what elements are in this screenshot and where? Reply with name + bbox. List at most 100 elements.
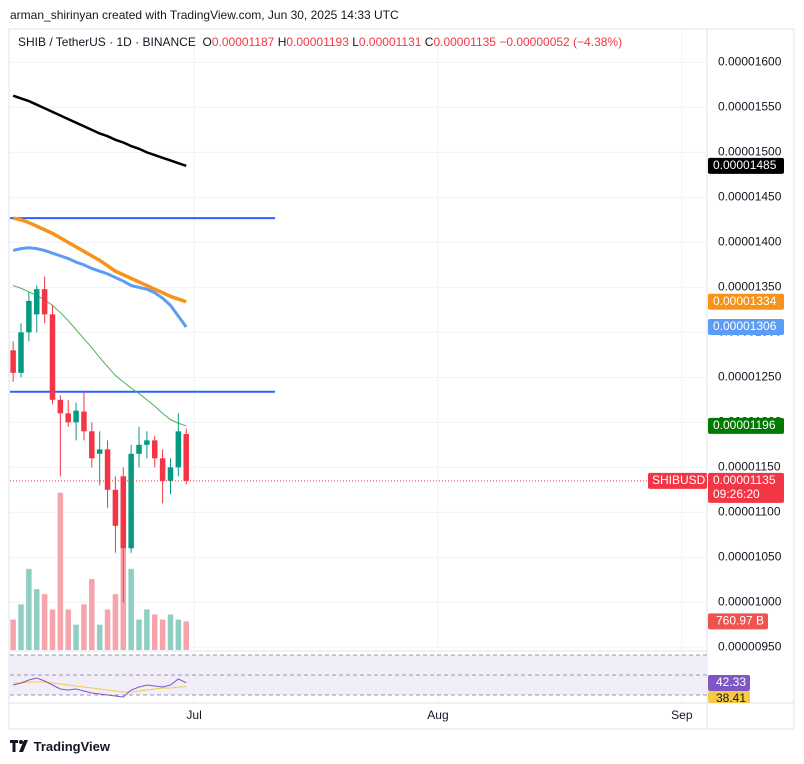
c-letter: C bbox=[424, 35, 434, 49]
volume-bar bbox=[65, 609, 71, 650]
high: 0.00001193 bbox=[286, 35, 349, 49]
y-tick-label: 0.00001600 bbox=[718, 55, 782, 69]
symbol: SHIB / TetherUS · 1D · BINANCE bbox=[18, 35, 196, 49]
candle-body bbox=[128, 453, 134, 549]
volume-bar bbox=[89, 578, 95, 650]
volume-label: 760.97 B bbox=[716, 614, 764, 628]
x-tick-label: Jul bbox=[186, 708, 201, 722]
last-value-label: 0.00001334 bbox=[713, 294, 777, 308]
rsi-label: 42.33 bbox=[716, 675, 746, 689]
volume-bar bbox=[41, 594, 48, 650]
candle-body bbox=[136, 444, 142, 454]
volume-bar bbox=[73, 624, 79, 650]
logo bbox=[10, 740, 28, 752]
volume-bar bbox=[96, 624, 103, 650]
close-label-bg bbox=[708, 472, 784, 503]
volume-bar bbox=[159, 619, 166, 650]
moving-average bbox=[12, 216, 187, 304]
y-tick-label: 0.00000950 bbox=[718, 639, 782, 653]
rsi-signal bbox=[13, 681, 187, 693]
moving-average bbox=[12, 246, 188, 328]
x-tick-label: Aug bbox=[427, 708, 448, 722]
attribution: arman_shirinyan created with TradingView… bbox=[10, 8, 399, 22]
o-letter: O bbox=[202, 35, 212, 49]
y-tick-label: 0.00001400 bbox=[718, 235, 782, 249]
brand: TradingView bbox=[10, 739, 110, 754]
volume-bar bbox=[167, 614, 174, 650]
volume-bar bbox=[128, 568, 134, 650]
y-tick-label: 0.00001500 bbox=[718, 145, 782, 159]
y-tick-label: 0.00001050 bbox=[718, 549, 782, 563]
candle-body bbox=[89, 431, 95, 459]
rsi-band bbox=[10, 655, 707, 695]
candle-body bbox=[159, 458, 166, 481]
candle-body bbox=[49, 314, 56, 400]
h-letter: H bbox=[277, 35, 287, 49]
candle-body bbox=[183, 434, 189, 481]
candle-body bbox=[81, 411, 87, 432]
y-tick-label: 0.00001150 bbox=[718, 460, 781, 474]
volume-bar bbox=[10, 619, 16, 650]
last-value-label-bg bbox=[708, 157, 784, 174]
y-tick-label: 0.00001250 bbox=[718, 370, 782, 384]
brand-name: TradingView bbox=[33, 739, 110, 754]
volume-bar bbox=[151, 614, 158, 650]
rsi-line bbox=[13, 677, 187, 698]
volume-bar bbox=[144, 609, 150, 650]
volume-bar bbox=[183, 621, 189, 650]
ticker: SHIBUSDT bbox=[652, 473, 713, 487]
y-tick-label: 0.00001000 bbox=[718, 594, 782, 608]
candle-body bbox=[73, 410, 79, 423]
volume-bar bbox=[26, 568, 32, 650]
candle-body bbox=[144, 440, 150, 445]
candle-body bbox=[26, 300, 32, 333]
volume-bar bbox=[49, 609, 56, 650]
candle-body bbox=[65, 413, 71, 423]
last-value-label: 0.00001306 bbox=[713, 319, 777, 333]
volume-bar bbox=[33, 589, 40, 650]
y-tick-label: 0.00001100 bbox=[718, 504, 781, 518]
candle-body bbox=[96, 449, 103, 454]
close: 0.00001135 bbox=[433, 35, 496, 49]
y-tick-label: 0.00001550 bbox=[718, 100, 782, 114]
volume-bar bbox=[136, 619, 142, 650]
y-tick-label: 0.00001350 bbox=[718, 280, 782, 294]
volume-bar bbox=[57, 492, 64, 650]
low: 0.00001131 bbox=[358, 35, 422, 49]
candle-body bbox=[10, 350, 16, 373]
close-label: 0.00001135 bbox=[713, 473, 776, 487]
l-letter: L bbox=[352, 35, 359, 49]
legend: SHIB / TetherUS · 1D · BINANCE O0.000011… bbox=[18, 35, 622, 49]
last-value-label: 0.00001196 bbox=[713, 418, 776, 432]
candle-body bbox=[175, 431, 182, 468]
candle-body bbox=[41, 289, 48, 315]
candle-body bbox=[112, 489, 119, 526]
ticker-bg bbox=[648, 472, 707, 489]
y-tick-label: 0.00001450 bbox=[718, 190, 782, 204]
last-value-label-bg bbox=[708, 417, 784, 434]
last-value-label-bg bbox=[708, 293, 784, 310]
last-value-label-bg bbox=[708, 318, 784, 335]
volume-bar bbox=[112, 594, 119, 650]
moving-average bbox=[12, 94, 187, 168]
candle-body bbox=[120, 476, 127, 549]
countdown: 09:26:20 bbox=[713, 487, 760, 501]
candle-body bbox=[57, 399, 64, 414]
open: 0.00001187 bbox=[211, 35, 275, 49]
last-value-label: 0.00001485 bbox=[713, 158, 777, 172]
rsi-signal-label: 38.41 bbox=[716, 691, 746, 705]
change: −0.00000052 (−4.38%) bbox=[499, 35, 623, 49]
frame bbox=[8, 28, 795, 730]
volume-bar bbox=[175, 619, 182, 650]
x-tick-label: Sep bbox=[671, 708, 693, 722]
volume-bar bbox=[104, 609, 111, 650]
candle-body bbox=[33, 289, 40, 315]
candle-body bbox=[104, 449, 111, 490]
candle-body bbox=[18, 332, 24, 373]
candle-body bbox=[167, 467, 174, 481]
volume-bar bbox=[18, 604, 24, 650]
volume-bar bbox=[81, 604, 87, 650]
rsi-label-bg bbox=[708, 675, 750, 691]
